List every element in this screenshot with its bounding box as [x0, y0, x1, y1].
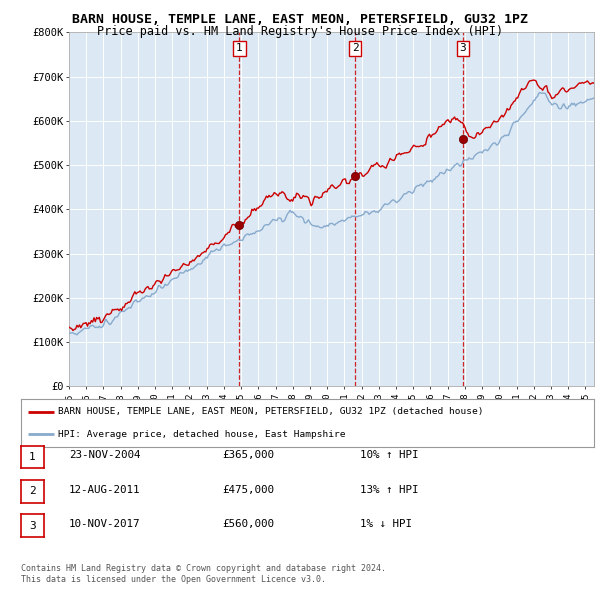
Text: 13% ↑ HPI: 13% ↑ HPI — [360, 485, 419, 494]
Text: This data is licensed under the Open Government Licence v3.0.: This data is licensed under the Open Gov… — [21, 575, 326, 584]
Text: 12-AUG-2011: 12-AUG-2011 — [69, 485, 140, 494]
Text: BARN HOUSE, TEMPLE LANE, EAST MEON, PETERSFIELD, GU32 1PZ: BARN HOUSE, TEMPLE LANE, EAST MEON, PETE… — [72, 13, 528, 26]
Text: 3: 3 — [459, 44, 466, 53]
Text: 1: 1 — [29, 453, 36, 462]
Text: Contains HM Land Registry data © Crown copyright and database right 2024.: Contains HM Land Registry data © Crown c… — [21, 565, 386, 573]
Text: 3: 3 — [29, 521, 36, 530]
Text: £365,000: £365,000 — [222, 451, 274, 460]
Text: 2: 2 — [29, 487, 36, 496]
Text: 1% ↓ HPI: 1% ↓ HPI — [360, 519, 412, 529]
Text: HPI: Average price, detached house, East Hampshire: HPI: Average price, detached house, East… — [58, 430, 346, 438]
Text: 2: 2 — [352, 44, 358, 53]
Text: £475,000: £475,000 — [222, 485, 274, 494]
Text: £560,000: £560,000 — [222, 519, 274, 529]
Text: 1: 1 — [236, 44, 243, 53]
Text: Price paid vs. HM Land Registry's House Price Index (HPI): Price paid vs. HM Land Registry's House … — [97, 25, 503, 38]
Text: 10-NOV-2017: 10-NOV-2017 — [69, 519, 140, 529]
Text: BARN HOUSE, TEMPLE LANE, EAST MEON, PETERSFIELD, GU32 1PZ (detached house): BARN HOUSE, TEMPLE LANE, EAST MEON, PETE… — [58, 408, 484, 417]
Text: 10% ↑ HPI: 10% ↑ HPI — [360, 451, 419, 460]
Text: 23-NOV-2004: 23-NOV-2004 — [69, 451, 140, 460]
